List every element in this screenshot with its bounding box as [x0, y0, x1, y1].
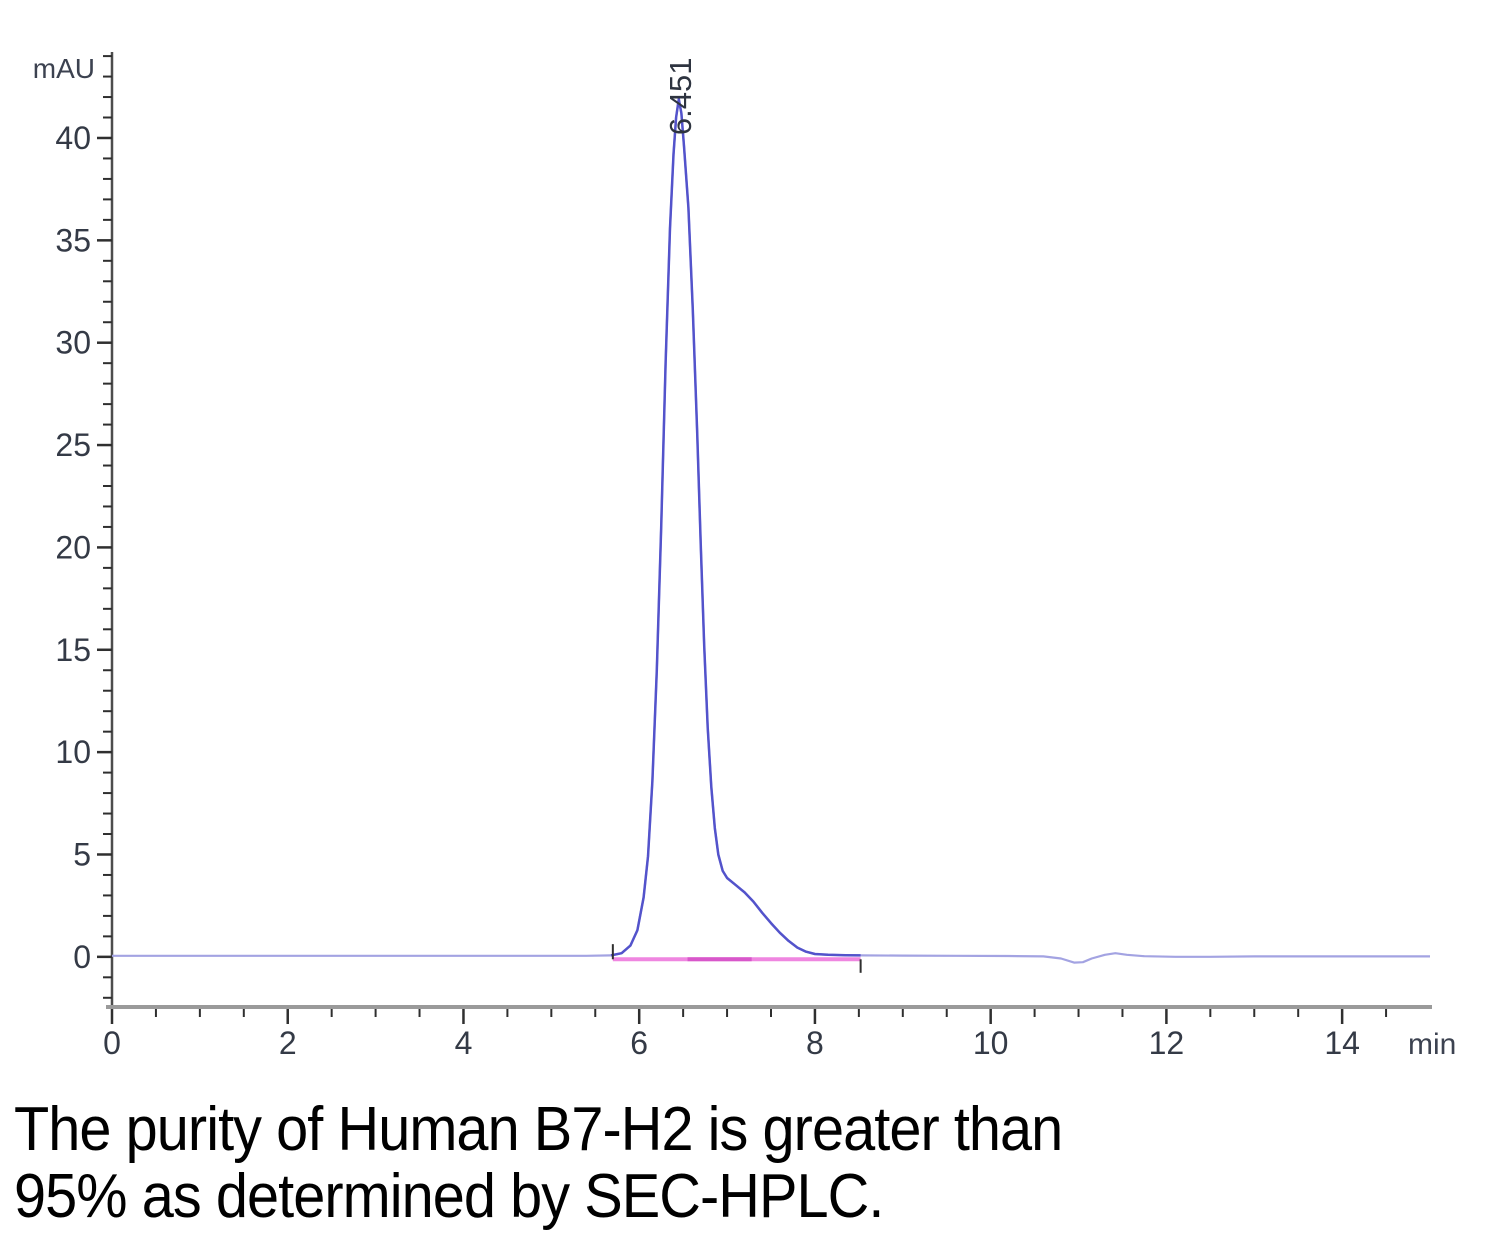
x-tick-label: 12 — [1149, 1025, 1185, 1060]
signal-trace-peak — [610, 97, 861, 957]
y-tick-label: 30 — [55, 325, 91, 361]
axis-tick-labels: 0 5 10 15 20 25 30 35 40 0 2 4 6 8 10 12 14 — [55, 120, 1360, 1060]
y-tick-label: 40 — [55, 120, 91, 156]
peak-annotation: 6.451 — [663, 58, 698, 136]
y-axis-unit-label: mAU — [33, 53, 95, 84]
caption-line-1: The purity of Human B7-H2 is greater tha… — [14, 1095, 1063, 1164]
x-tick-label: 4 — [455, 1025, 473, 1060]
x-tick-label: 2 — [279, 1025, 297, 1060]
x-tick-label: 14 — [1324, 1025, 1360, 1060]
peak-retention-time-label: 6.451 — [663, 58, 698, 136]
x-tick-label: 8 — [806, 1025, 824, 1060]
chromatogram-traces — [112, 97, 1430, 973]
caption-line-2: 95% as determined by SEC-HPLC. — [14, 1162, 884, 1231]
axis-unit-labels: mAU min — [33, 53, 1457, 1060]
x-tick-label: 0 — [103, 1025, 121, 1060]
y-tick-label: 15 — [55, 632, 91, 668]
signal-trace-baseline — [112, 97, 1430, 964]
y-tick-label: 0 — [73, 939, 91, 975]
x-tick-label: 6 — [630, 1025, 648, 1060]
y-tick-label: 35 — [55, 222, 91, 258]
figure-caption: The purity of Human B7-H2 is greater tha… — [14, 1095, 1063, 1231]
y-tick-label: 10 — [55, 734, 91, 770]
y-tick-label: 20 — [55, 529, 91, 565]
x-axis-unit-label: min — [1408, 1028, 1456, 1060]
x-tick-label: 10 — [973, 1025, 1009, 1060]
axis-ticks — [97, 55, 1388, 1024]
y-tick-label: 25 — [55, 427, 91, 463]
y-tick-label: 5 — [73, 836, 91, 872]
sec-hplc-chromatogram: 0 5 10 15 20 25 30 35 40 0 2 4 6 8 10 12 14 mAU min 6.451 — [33, 52, 1457, 1060]
plot-axes — [106, 52, 1432, 1009]
